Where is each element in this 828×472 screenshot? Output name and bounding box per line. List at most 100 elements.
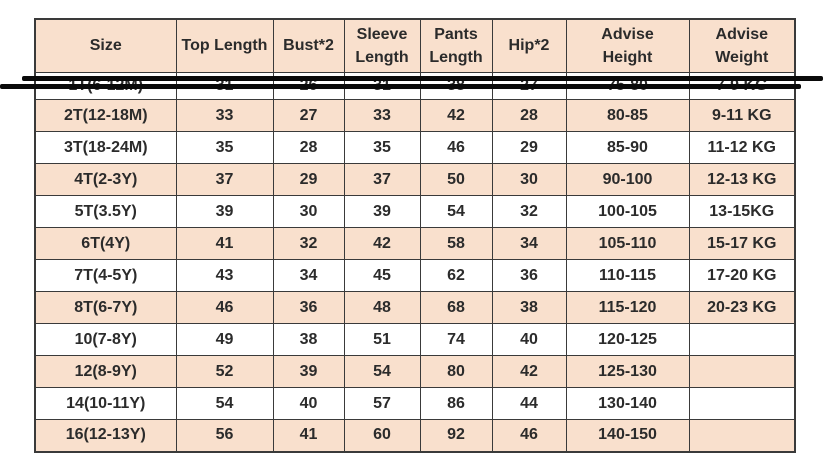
table-cell [688,387,796,420]
table-cell: 140-150 [565,419,690,452]
table-cell: 30 [491,163,567,196]
header-cell: Pants Length [419,18,493,73]
table-cell: 9-11 KG [688,99,796,132]
table-cell: 100-105 [565,195,690,228]
table-row: 4T(2-3Y) 37 29 37 50 30 90-100 12-13 KG [34,163,796,196]
table-cell: 46 [491,419,567,452]
table-cell: 39 [343,195,421,228]
table-row: 8T(6-7Y) 46 36 48 68 38 115-120 20-23 KG [34,291,796,324]
table-cell: 37 [343,163,421,196]
table-cell: 68 [419,291,493,324]
table-cell [688,419,796,452]
table-cell: 7T(4-5Y) [34,259,177,292]
table-cell: 33 [343,99,421,132]
table-cell: 39 [175,195,274,228]
table-cell: 48 [343,291,421,324]
header-cell: Advise Height [565,18,690,73]
table-cell: 50 [419,163,493,196]
header-row: Size Top Length Bust*2 Sleeve Length Pants L… [34,18,796,73]
table-cell: 35 [343,131,421,164]
table-cell: 36 [491,259,567,292]
table-cell: 130-140 [565,387,690,420]
table-cell: 32 [272,227,345,260]
table-cell: 58 [419,227,493,260]
table-row: 5T(3.5Y) 39 30 39 54 32 100-105 13-15KG [34,195,796,228]
table-row: 10(7-8Y) 49 38 51 74 40 120-125 [34,323,796,356]
table-cell: 10(7-8Y) [34,323,177,356]
table-cell: 51 [343,323,421,356]
header-cell: Top Length [175,18,274,73]
table-cell: 28 [272,131,345,164]
table-cell: 125-130 [565,355,690,388]
table-cell: 34 [491,227,567,260]
table-cell: 49 [175,323,274,356]
table-cell: 37 [175,163,274,196]
table-row: 12(8-9Y) 52 39 54 80 42 125-130 [34,355,796,388]
table-cell: 12-13 KG [688,163,796,196]
table-cell: 40 [491,323,567,356]
table-cell: 8T(6-7Y) [34,291,177,324]
table-cell: 35 [175,131,274,164]
header-cell: Hip*2 [491,18,567,73]
table-cell: 28 [491,99,567,132]
table-cell: 6T(4Y) [34,227,177,260]
table-cell: 2T(12-18M) [34,99,177,132]
table-cell: 38 [491,291,567,324]
table-cell: 20-23 KG [688,291,796,324]
table-cell: 43 [175,259,274,292]
size-chart-table: Size Top Length Bust*2 Sleeve Length Pants L… [34,18,796,453]
table-cell: 3T(18-24M) [34,131,177,164]
table-cell: 54 [175,387,274,420]
table-cell: 39 [272,355,345,388]
table-cell: 42 [419,99,493,132]
table-cell: 33 [175,99,274,132]
table-cell: 30 [272,195,345,228]
table-cell: 56 [175,419,274,452]
table-header: Size Top Length Bust*2 Sleeve Length Pants L… [34,18,796,73]
table-cell: 57 [343,387,421,420]
header-cell: Size [34,18,177,73]
table-cell [688,323,796,356]
table-cell: 80 [419,355,493,388]
table-cell: 29 [272,163,345,196]
table-cell: 90-100 [565,163,690,196]
table-cell: 32 [491,195,567,228]
table-cell: 4T(2-3Y) [34,163,177,196]
table-cell: 40 [272,387,345,420]
table-cell: 13-15KG [688,195,796,228]
table-row: 3T(18-24M) 35 28 35 46 29 85-90 11-12 KG [34,131,796,164]
table-cell: 44 [491,387,567,420]
table-cell: 120-125 [565,323,690,356]
table-cell: 15-17 KG [688,227,796,260]
table-cell: 42 [343,227,421,260]
table-row: 7T(4-5Y) 43 34 45 62 36 110-115 17-20 KG [34,259,796,292]
table-cell: 5T(3.5Y) [34,195,177,228]
table-cell: 54 [419,195,493,228]
table-cell: 60 [343,419,421,452]
table-row: 6T(4Y) 41 32 42 58 34 105-110 15-17 KG [34,227,796,260]
table-cell: 36 [272,291,345,324]
table-row: 16(12-13Y) 56 41 60 92 46 140-150 [34,419,796,452]
table-cell: 110-115 [565,259,690,292]
table-cell: 41 [272,419,345,452]
table-cell: 115-120 [565,291,690,324]
table-cell: 38 [272,323,345,356]
table-cell: 27 [272,99,345,132]
table-cell: 16(12-13Y) [34,419,177,452]
table-cell: 29 [491,131,567,164]
table-cell: 12(8-9Y) [34,355,177,388]
table-cell: 52 [175,355,274,388]
table-row: 2T(12-18M) 33 27 33 42 28 80-85 9-11 KG [34,99,796,132]
table-cell: 85-90 [565,131,690,164]
table-cell: 54 [343,355,421,388]
table-cell: 14(10-11Y) [34,387,177,420]
table-cell: 17-20 KG [688,259,796,292]
strikethrough-line-bottom [0,84,801,89]
table-cell [688,355,796,388]
table-cell: 11-12 KG [688,131,796,164]
table-cell: 41 [175,227,274,260]
table-cell: 46 [175,291,274,324]
table-cell: 80-85 [565,99,690,132]
table-cell: 105-110 [565,227,690,260]
